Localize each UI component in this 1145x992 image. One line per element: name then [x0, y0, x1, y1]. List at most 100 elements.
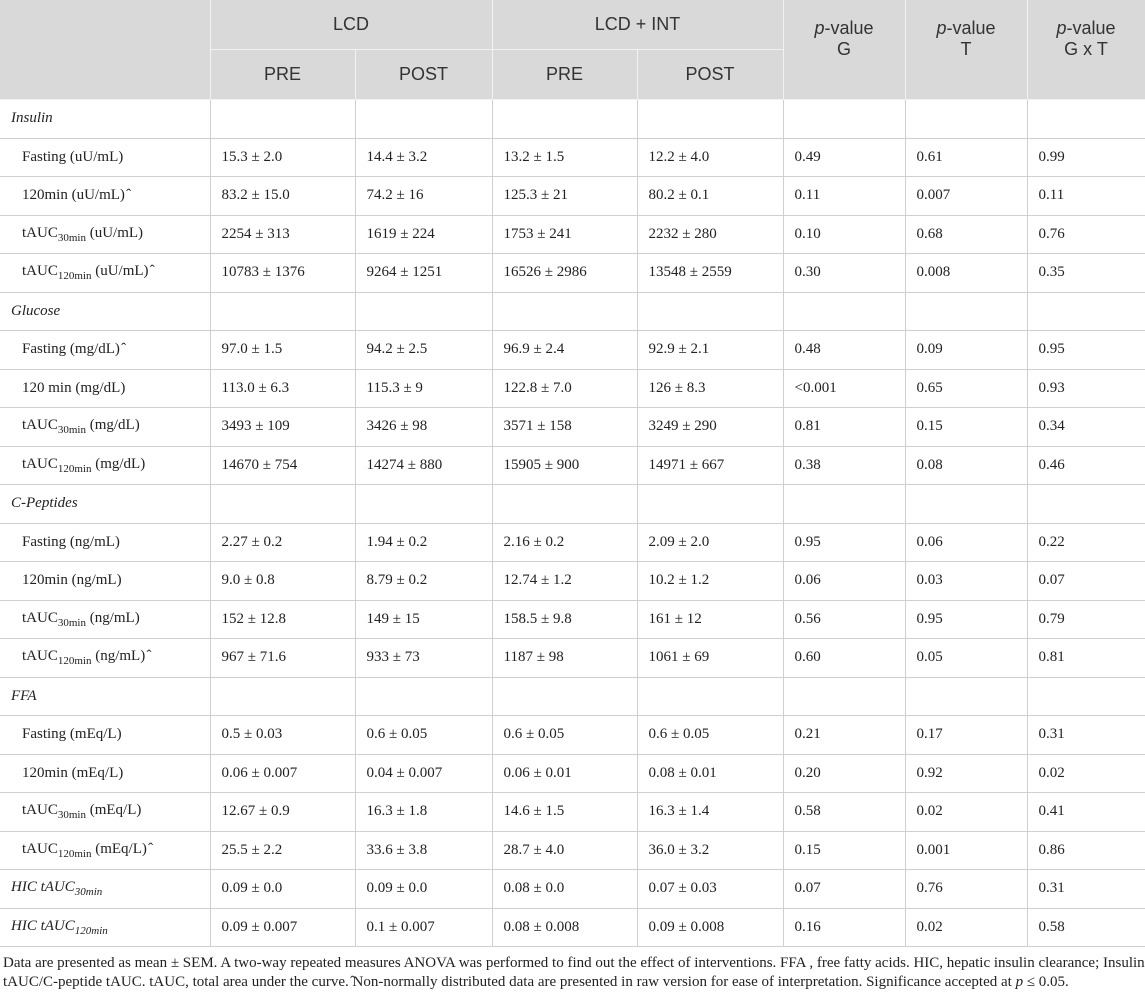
cell-int-post: 126 ± 8.3	[636, 368, 784, 408]
cell-lcd-pre: 9.0 ± 0.8	[209, 561, 356, 601]
empty-cell	[1026, 291, 1145, 331]
cell-pt: 0.15	[904, 407, 1028, 447]
cell-pt: 0.92	[904, 753, 1028, 793]
cell-pt: 0.03	[904, 561, 1028, 601]
cell-int-post: 36.0 ± 3.2	[636, 830, 784, 870]
cell-int-pre: 3571 ± 158	[491, 407, 638, 447]
table-footnote: Data are presented as mean ± SEM. A two-…	[3, 955, 1145, 990]
table-row: 120min (uU/mL) ̂ 83.2 ± 15.0 74.2 ± 16 125.…	[0, 176, 1145, 216]
section-label: Glucose	[0, 291, 211, 331]
cell-pt: 0.007	[904, 176, 1028, 216]
cell-int-post: 0.07 ± 0.03	[636, 869, 784, 909]
cell-lcd-post: 1619 ± 224	[354, 214, 493, 254]
cell-pg: 0.07	[782, 869, 906, 909]
table-row: Fasting (uU/mL) 15.3 ± 2.0 14.4 ± 3.2 13.2 …	[0, 137, 1145, 177]
cell-int-post: 2232 ± 280	[636, 214, 784, 254]
row-label: tAUC30min (mg/dL)	[0, 407, 211, 447]
empty-cell	[904, 99, 1028, 139]
cell-pt: 0.008	[904, 253, 1028, 293]
cell-lcd-pre: 97.0 ± 1.5	[209, 330, 356, 370]
table-row: Fasting (ng/mL) 2.27 ± 0.2 1.94 ± 0.2 2.16 …	[0, 522, 1145, 562]
cell-int-post: 1061 ± 69	[636, 638, 784, 678]
cell-lcd-pre: 83.2 ± 15.0	[209, 176, 356, 216]
cell-pgt: 0.79	[1026, 599, 1145, 639]
table-row: tAUC30min (ng/mL) 152 ± 12.8 149 ± 15 158.5…	[0, 599, 1145, 639]
cell-lcd-post: 149 ± 15	[354, 599, 493, 639]
empty-cell	[782, 676, 906, 716]
cell-pg: 0.58	[782, 792, 906, 832]
cell-pg: 0.21	[782, 715, 906, 755]
cell-pt: 0.95	[904, 599, 1028, 639]
empty-cell	[209, 99, 356, 139]
section-row: C-Peptides	[0, 484, 1145, 524]
empty-cell	[782, 99, 906, 139]
section-label: C-Peptides	[0, 484, 211, 524]
cell-int-pre: 13.2 ± 1.5	[491, 137, 638, 177]
table-row: tAUC120min (ng/mL) ̂ 967 ± 71.6 933 ± 73 11…	[0, 638, 1145, 678]
table-row: HIC tAUC120min 0.09 ± 0.007 0.1 ± 0.007 0.0…	[0, 907, 1145, 947]
cell-int-pre: 2.16 ± 0.2	[491, 522, 638, 562]
row-label: 120min (ng/mL)	[0, 561, 211, 601]
cell-lcd-pre: 113.0 ± 6.3	[209, 368, 356, 408]
row-label: Fasting (uU/mL)	[0, 137, 211, 177]
cell-pg: 0.20	[782, 753, 906, 793]
cell-lcd-pre: 0.5 ± 0.03	[209, 715, 356, 755]
header-lcd: LCD	[210, 0, 493, 50]
cell-pgt: 0.35	[1026, 253, 1145, 293]
cell-int-pre: 125.3 ± 21	[491, 176, 638, 216]
cell-pt: 0.68	[904, 214, 1028, 254]
empty-cell	[354, 484, 493, 524]
cell-int-pre: 0.6 ± 0.05	[491, 715, 638, 755]
cell-lcd-post: 1.94 ± 0.2	[354, 522, 493, 562]
table-row: Fasting (mg/dL) ̂ 97.0 ± 1.5 94.2 ± 2.5 96.…	[0, 330, 1145, 370]
cell-pt: 0.05	[904, 638, 1028, 678]
cell-lcd-pre: 0.09 ± 0.0	[209, 869, 356, 909]
cell-lcd-post: 8.79 ± 0.2	[354, 561, 493, 601]
cell-lcd-pre: 152 ± 12.8	[209, 599, 356, 639]
cell-int-pre: 0.08 ± 0.008	[491, 907, 638, 947]
cell-int-pre: 16526 ± 2986	[491, 253, 638, 293]
empty-cell	[209, 484, 356, 524]
cell-lcd-pre: 2254 ± 313	[209, 214, 356, 254]
table-row: 120 min (mg/dL) 113.0 ± 6.3 115.3 ± 9 122.8…	[0, 368, 1145, 408]
cell-int-pre: 1187 ± 98	[491, 638, 638, 678]
empty-cell	[904, 676, 1028, 716]
cell-int-pre: 14.6 ± 1.5	[491, 792, 638, 832]
cell-pgt: 0.31	[1026, 715, 1145, 755]
cell-int-pre: 0.08 ± 0.0	[491, 869, 638, 909]
cell-lcd-post: 14.4 ± 3.2	[354, 137, 493, 177]
cell-pgt: 0.81	[1026, 638, 1145, 678]
cell-pgt: 0.86	[1026, 830, 1145, 870]
cell-pg: 0.06	[782, 561, 906, 601]
cell-pgt: 0.02	[1026, 753, 1145, 793]
cell-lcd-post: 3426 ± 98	[354, 407, 493, 447]
cell-lcd-pre: 0.09 ± 0.007	[209, 907, 356, 947]
cell-pgt: 0.46	[1026, 445, 1145, 485]
results-table: LCD LCD + INT p-value G p-value T p-value G…	[0, 0, 1145, 947]
cell-int-post: 3249 ± 290	[636, 407, 784, 447]
cell-pg: <0.001	[782, 368, 906, 408]
empty-cell	[209, 291, 356, 331]
cell-int-pre: 15905 ± 900	[491, 445, 638, 485]
table-row: 120min (mEq/L) 0.06 ± 0.007 0.04 ± 0.007 0.…	[0, 753, 1145, 793]
cell-pt: 0.17	[904, 715, 1028, 755]
cell-lcd-post: 0.1 ± 0.007	[354, 907, 493, 947]
cell-int-post: 0.08 ± 0.01	[636, 753, 784, 793]
cell-int-pre: 12.74 ± 1.2	[491, 561, 638, 601]
cell-lcd-pre: 12.67 ± 0.9	[209, 792, 356, 832]
cell-pt: 0.06	[904, 522, 1028, 562]
row-label: tAUC30min (uU/mL)	[0, 214, 211, 254]
cell-pgt: 0.95	[1026, 330, 1145, 370]
header-int-pre: PRE	[492, 49, 638, 100]
cell-pg: 0.38	[782, 445, 906, 485]
cell-pg: 0.60	[782, 638, 906, 678]
cell-lcd-pre: 2.27 ± 0.2	[209, 522, 356, 562]
empty-cell	[904, 484, 1028, 524]
cell-int-pre: 1753 ± 241	[491, 214, 638, 254]
cell-int-post: 92.9 ± 2.1	[636, 330, 784, 370]
cell-pgt: 0.07	[1026, 561, 1145, 601]
cell-lcd-pre: 967 ± 71.6	[209, 638, 356, 678]
cell-int-pre: 0.06 ± 0.01	[491, 753, 638, 793]
cell-pgt: 0.76	[1026, 214, 1145, 254]
